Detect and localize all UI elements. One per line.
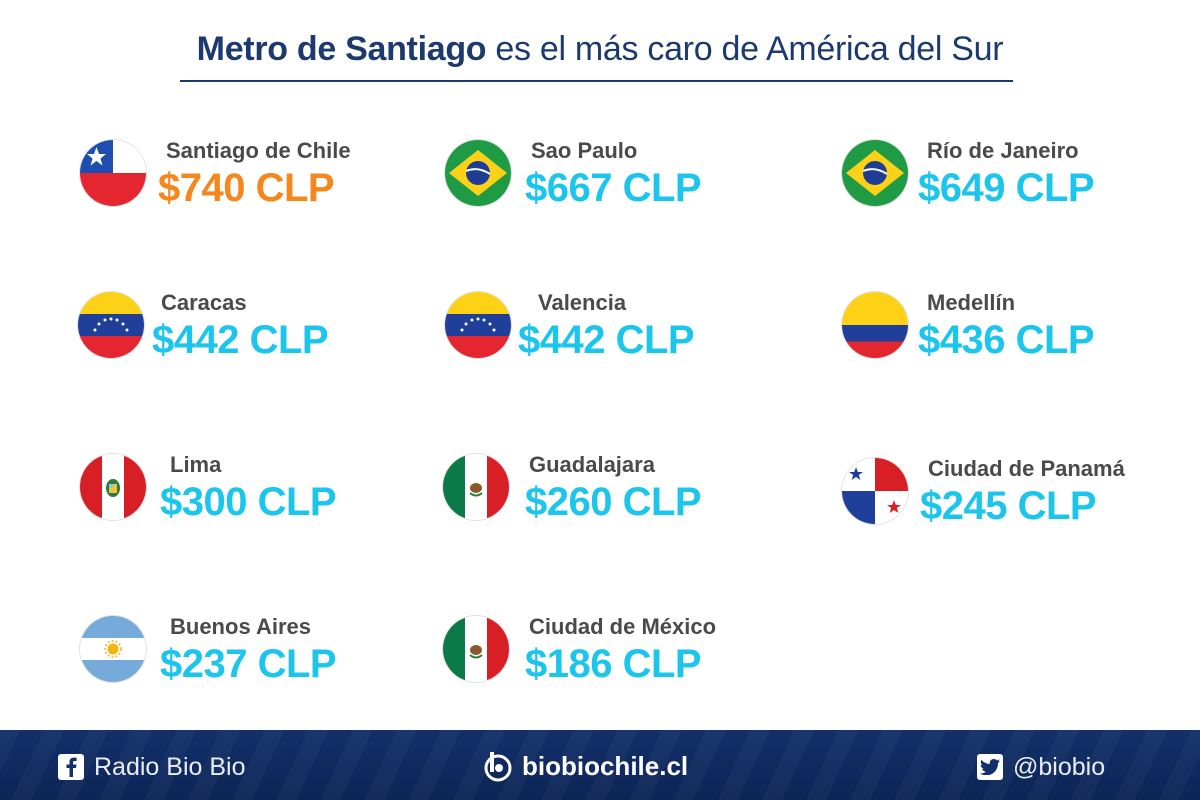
entry-panama: Ciudad de Panamá $245 CLP — [842, 456, 1182, 548]
facebook-icon — [58, 754, 84, 780]
entry-lima: Lima $300 CLP — [80, 452, 420, 544]
brazil-flag-icon — [842, 140, 908, 206]
twitter-icon — [977, 754, 1003, 780]
venezuela-flag-icon — [78, 292, 144, 358]
city-name: Guadalajara — [529, 452, 655, 477]
panama-flag-icon — [842, 458, 908, 524]
price-value: $237 CLP — [160, 642, 337, 686]
page-title: Metro de Santiago es el más caro de Amér… — [0, 30, 1200, 69]
site-link[interactable]: biobiochile.cl — [480, 748, 688, 784]
brazil-flag-icon — [445, 140, 511, 206]
facebook-label: Radio Bio Bio — [94, 752, 246, 781]
city-name: Caracas — [161, 290, 247, 315]
entry-valencia: Valencia $442 CLP — [445, 290, 785, 382]
chile-flag-icon — [80, 140, 146, 206]
city-name: Sao Paulo — [531, 138, 638, 163]
price-value: $667 CLP — [525, 166, 702, 210]
price-value: $260 CLP — [525, 480, 702, 524]
peru-flag-icon — [80, 454, 146, 520]
entry-santiago: Santiago de Chile $740 CLP — [80, 138, 420, 230]
title-divider — [180, 80, 1013, 82]
title-rest: es el más caro de América del Sur — [486, 30, 1004, 68]
colombia-flag-icon — [842, 292, 908, 358]
price-value: $442 CLP — [152, 318, 329, 362]
twitter-label: @biobio — [1013, 752, 1106, 781]
entry-buenos-aires: Buenos Aires $237 CLP — [80, 614, 420, 706]
price-value: $245 CLP — [920, 484, 1097, 528]
argentina-flag-icon — [80, 616, 146, 682]
mexico-flag-icon — [443, 616, 509, 682]
city-name: Buenos Aires — [170, 614, 312, 639]
entry-sao-paulo: Sao Paulo $667 CLP — [445, 138, 785, 230]
biobio-logo-icon — [484, 752, 512, 782]
price-value: $740 CLP — [158, 166, 335, 210]
site-label: biobiochile.cl — [522, 750, 689, 781]
city-name: Río de Janeiro — [927, 138, 1079, 163]
price-value: $186 CLP — [525, 642, 702, 686]
city-name: Santiago de Chile — [166, 138, 351, 163]
city-name: Valencia — [538, 290, 627, 315]
entry-rio: Río de Janeiro $649 CLP — [842, 138, 1182, 230]
city-name: Ciudad de Panamá — [928, 456, 1125, 481]
facebook-link[interactable]: Radio Bio Bio — [58, 752, 245, 782]
price-value: $300 CLP — [160, 480, 337, 524]
price-value: $649 CLP — [918, 166, 1095, 210]
price-value: $436 CLP — [918, 318, 1095, 362]
mexico-flag-icon — [443, 454, 509, 520]
city-name: Medellín — [927, 290, 1016, 315]
price-value: $442 CLP — [518, 318, 695, 362]
city-name: Ciudad de México — [529, 614, 717, 639]
entry-ciudad-de-mexico: Ciudad de México $186 CLP — [443, 614, 783, 706]
entry-medellin: Medellín $436 CLP — [842, 290, 1182, 382]
venezuela-flag-icon — [445, 292, 511, 358]
twitter-link[interactable]: @biobio — [977, 752, 1105, 782]
entry-caracas: Caracas $442 CLP — [78, 290, 418, 382]
city-name: Lima — [170, 452, 222, 477]
title-bold: Metro de Santiago — [196, 30, 487, 68]
footer-bar: Radio Bio Bio biobiochile.cl @biobio — [0, 730, 1200, 800]
entry-guadalajara: Guadalajara $260 CLP — [443, 452, 783, 544]
